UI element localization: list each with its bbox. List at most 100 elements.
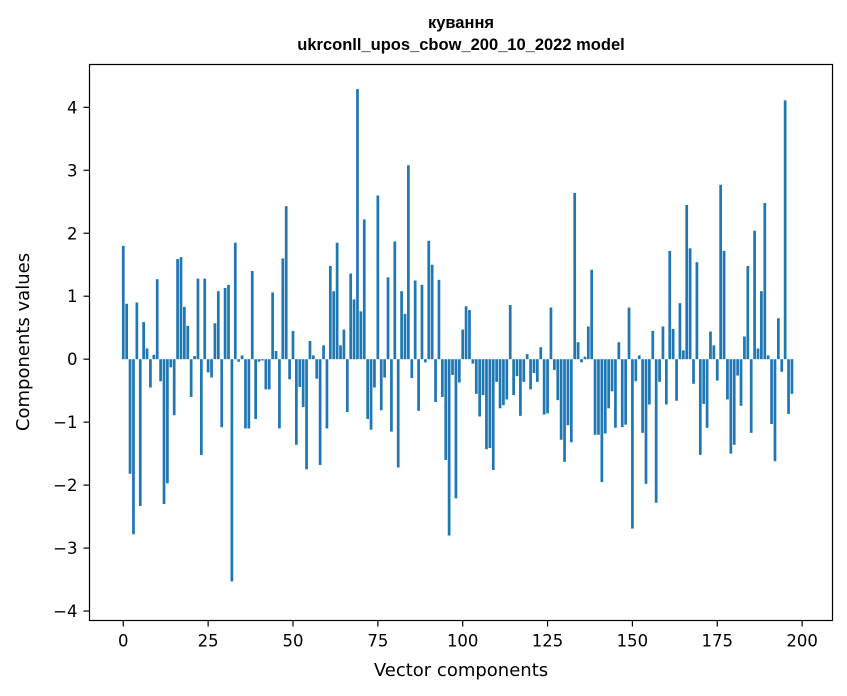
- bar: [362, 219, 366, 360]
- bar: [396, 359, 400, 468]
- bar: [288, 359, 291, 380]
- bar: [247, 359, 251, 429]
- bar: [658, 359, 661, 382]
- bar: [444, 359, 448, 460]
- bar: [237, 359, 241, 362]
- bar: [760, 291, 763, 360]
- bar: [627, 307, 631, 360]
- bar: [688, 248, 692, 360]
- bar: [637, 355, 641, 360]
- bar: [610, 359, 614, 392]
- bar: [291, 330, 295, 360]
- bar: [332, 291, 336, 360]
- bar: [132, 359, 135, 535]
- bar: [244, 359, 247, 429]
- bar: [413, 280, 417, 360]
- bar: [712, 345, 716, 360]
- bar: [692, 359, 695, 384]
- bar: [162, 359, 166, 505]
- bar: [298, 359, 302, 387]
- bar: [485, 359, 488, 450]
- bar: [308, 340, 312, 360]
- y-tick-label: 1: [67, 287, 78, 306]
- bar: [756, 348, 760, 360]
- bar: [166, 359, 169, 484]
- bar: [648, 359, 651, 405]
- bar: [726, 359, 729, 400]
- bar: [230, 359, 234, 582]
- bar: [566, 359, 570, 426]
- bar: [556, 359, 560, 401]
- bar: [393, 241, 397, 360]
- bar: [383, 359, 386, 378]
- bar: [149, 359, 152, 388]
- bar: [614, 359, 617, 428]
- bar: [172, 359, 176, 416]
- bar: [508, 305, 512, 360]
- x-tick-label: 0: [118, 632, 129, 651]
- bar: [634, 359, 638, 382]
- bar: [369, 359, 373, 430]
- y-tick-label: 2: [67, 224, 78, 243]
- bar: [379, 359, 383, 411]
- bar: [525, 354, 529, 360]
- bar: [790, 359, 794, 394]
- bar: [267, 359, 271, 390]
- bar: [257, 359, 261, 362]
- bar: [179, 257, 183, 360]
- bar: [502, 359, 505, 406]
- x-axis-ticks: 0 25 50 75 100 125 150 175 200: [118, 620, 818, 651]
- bar: [770, 359, 773, 425]
- bar: [515, 359, 519, 377]
- bar: [583, 356, 587, 360]
- bar: [366, 359, 370, 420]
- bar: [678, 303, 682, 360]
- bar: [654, 359, 658, 503]
- bar: [695, 262, 699, 360]
- bar: [125, 303, 129, 360]
- bar: [138, 359, 142, 506]
- y-tick-label: −3: [53, 539, 77, 558]
- chart-title-line-2: ukrconll_upos_cbow_200_10_2022 model: [297, 36, 624, 54]
- bar: [536, 359, 539, 382]
- bar: [668, 250, 672, 360]
- bar: [240, 355, 244, 360]
- bar: [352, 299, 356, 360]
- x-tick-label: 200: [786, 632, 818, 651]
- x-tick-label: 50: [282, 632, 303, 651]
- bar: [569, 359, 573, 443]
- bar: [322, 345, 325, 360]
- bar: [729, 359, 733, 454]
- bar: [169, 359, 173, 368]
- bar: [739, 359, 743, 406]
- bar: [753, 230, 756, 360]
- bar: [186, 325, 190, 360]
- bar: [593, 359, 597, 435]
- bar: [736, 359, 739, 376]
- plot-frame: [88, 63, 834, 622]
- bar: [216, 291, 220, 360]
- bar: [386, 277, 390, 360]
- x-axis-label: Vector components: [374, 660, 548, 681]
- bar: [664, 359, 668, 405]
- y-tick-label: −2: [53, 476, 77, 495]
- bar: [335, 242, 339, 360]
- x-tick-label: 175: [702, 632, 734, 651]
- bar: [586, 326, 590, 360]
- bar: [749, 359, 753, 433]
- bar: [210, 359, 213, 378]
- bar: [440, 359, 444, 397]
- bar: [631, 359, 634, 529]
- bar: [424, 359, 427, 363]
- bar: [142, 322, 145, 360]
- bar: [488, 359, 492, 448]
- bar: [773, 359, 777, 462]
- bar: [390, 359, 393, 432]
- bar: [155, 279, 159, 360]
- bar: [763, 203, 767, 360]
- bar: [780, 359, 784, 372]
- bar: [702, 359, 706, 404]
- bar: [743, 336, 746, 360]
- bar: [301, 359, 305, 408]
